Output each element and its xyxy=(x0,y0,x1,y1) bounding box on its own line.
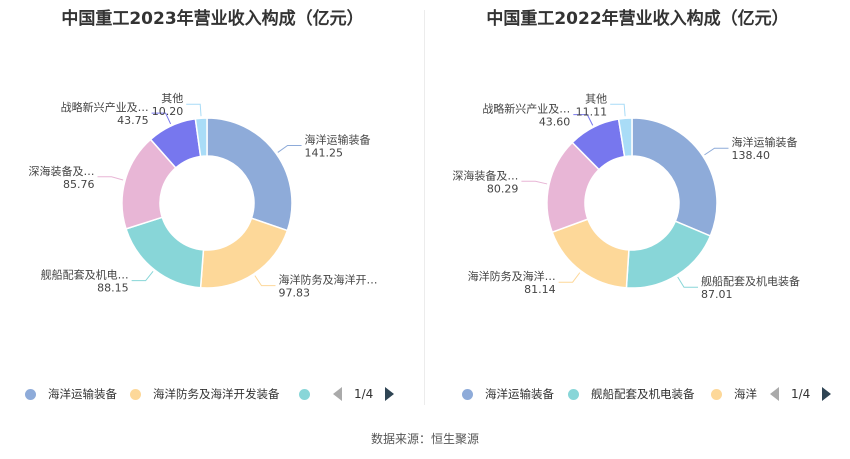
legend-dot xyxy=(568,388,579,400)
prev-page-icon[interactable] xyxy=(333,387,342,401)
chart-panel-2023: 中国重工2023年营业收入构成（亿元） 海洋运输装备 141.25 海洋防务及海洋开… xyxy=(0,0,425,420)
legend-page-indicator: 1/4 xyxy=(354,387,374,401)
leader-line xyxy=(97,176,124,181)
legend-item-2[interactable]: 海洋防务及海洋开发装备 xyxy=(130,384,280,404)
donut-slice[interactable] xyxy=(194,117,208,158)
donut-slice[interactable] xyxy=(631,117,718,237)
slice-label: 海洋运输装备 xyxy=(731,135,797,149)
slice-label: 海洋防务及海洋… xyxy=(468,269,556,283)
next-page-icon[interactable] xyxy=(385,387,395,401)
legend-dot xyxy=(130,388,141,400)
slice-label: 深海装备及… xyxy=(29,164,95,178)
slice-label: 海洋防务及海洋开… xyxy=(278,273,377,287)
slice-label: 其他 xyxy=(585,92,607,105)
leader-line xyxy=(610,103,626,117)
legend-item-3[interactable] xyxy=(299,384,322,404)
chart-panel-2022: 中国重工2022年营业收入构成（亿元） 海洋运输装备 138.40 舰船配套及机电装… xyxy=(425,0,850,420)
legend-item-1[interactable]: 海洋运输装备 xyxy=(25,384,117,404)
leader-line xyxy=(677,276,699,288)
legend-dot xyxy=(711,388,722,400)
legend-pager: 1/4 xyxy=(333,384,395,404)
slice-label: 战略新兴产业及… xyxy=(482,102,570,116)
slice-value: 10.20 xyxy=(152,105,184,118)
donut-slice[interactable] xyxy=(125,216,205,289)
donut-slice[interactable] xyxy=(551,218,630,289)
legend-label: 舰船配套及机电装备 xyxy=(591,387,695,401)
donut-slice[interactable] xyxy=(206,117,293,232)
leader-line xyxy=(151,112,172,125)
legend-dot xyxy=(462,388,473,400)
legend: 海洋运输装备 舰船配套及机电装备 海洋 1/4 xyxy=(425,384,850,404)
slice-value: 85.76 xyxy=(63,178,95,191)
legend: 海洋运输装备 海洋防务及海洋开发装备 1/4 xyxy=(0,384,425,404)
slice-label: 海洋运输装备 xyxy=(305,132,371,146)
slice-value: 80.29 xyxy=(487,182,518,195)
leader-line xyxy=(277,144,302,153)
chart-title: 中国重工2022年营业收入构成（亿元） xyxy=(486,9,789,29)
slice-label: 战略新兴产业及… xyxy=(61,100,149,114)
slice-value: 97.83 xyxy=(278,287,310,300)
donut-slice[interactable] xyxy=(199,217,289,289)
legend-label: 海洋运输装备 xyxy=(48,387,117,401)
legend-dot xyxy=(299,388,310,400)
slice-value: 141.25 xyxy=(305,146,344,159)
donut-slice[interactable] xyxy=(617,117,633,158)
legend-pager: 1/4 xyxy=(770,384,832,404)
slice-label: 其他 xyxy=(161,92,183,105)
leader-line xyxy=(131,270,154,282)
leader-line xyxy=(521,180,548,185)
legend-dot xyxy=(25,388,36,400)
slice-value: 43.60 xyxy=(539,116,571,129)
legend-label: 海洋运输装备 xyxy=(485,387,554,401)
slice-label: 深海装备及… xyxy=(452,168,518,182)
legend-label: 海洋 xyxy=(734,387,757,401)
leader-line xyxy=(573,114,594,126)
donut-slice[interactable] xyxy=(625,220,712,289)
slice-label: 舰船配套及机电… xyxy=(41,268,129,282)
slice-value: 81.14 xyxy=(524,283,556,296)
slice-value: 43.75 xyxy=(117,114,149,127)
slice-value: 138.40 xyxy=(731,149,770,162)
legend-item-2[interactable]: 舰船配套及机电装备 xyxy=(568,384,695,404)
data-source: 数据来源：恒生聚源 xyxy=(370,432,479,446)
chart-title: 中国重工2023年营业收入构成（亿元） xyxy=(61,9,364,29)
slice-value: 87.01 xyxy=(701,288,733,301)
leader-line xyxy=(254,275,276,287)
leader-line xyxy=(186,103,202,117)
legend-page-indicator: 1/4 xyxy=(791,387,811,401)
slice-label: 舰船配套及机电装备 xyxy=(701,274,800,288)
leader-line xyxy=(558,272,581,283)
slice-value: 88.15 xyxy=(97,282,129,295)
legend-item-1[interactable]: 海洋运输装备 xyxy=(462,384,554,404)
next-page-icon[interactable] xyxy=(822,387,832,401)
leader-line xyxy=(704,147,729,156)
legend-label: 海洋防务及海洋开发装备 xyxy=(153,387,280,401)
prev-page-icon[interactable] xyxy=(770,387,779,401)
slice-value: 11.11 xyxy=(576,105,608,118)
legend-item-3[interactable]: 海洋 xyxy=(711,384,757,404)
panel-divider xyxy=(424,10,425,405)
